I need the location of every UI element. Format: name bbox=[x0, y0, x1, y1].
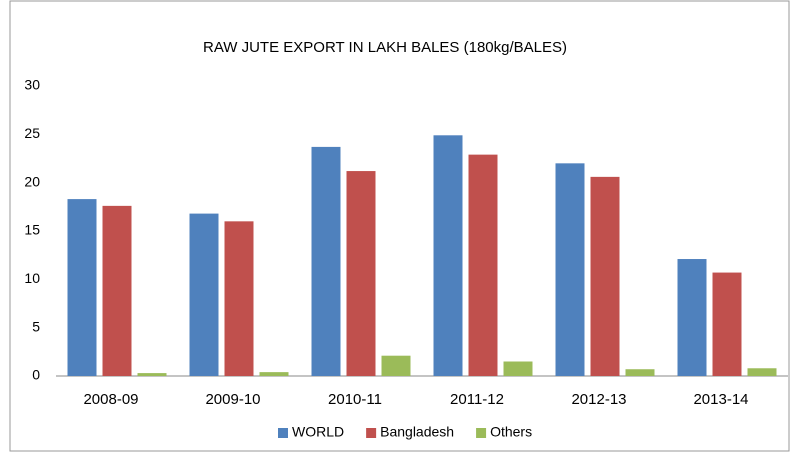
bar bbox=[137, 373, 167, 376]
legend-swatch bbox=[476, 428, 487, 438]
x-tick-label: 2012-13 bbox=[571, 391, 626, 408]
bar bbox=[712, 272, 742, 376]
bar bbox=[590, 176, 620, 376]
legend-label: Bangladesh bbox=[380, 424, 454, 440]
bar bbox=[468, 154, 498, 376]
bar bbox=[67, 199, 97, 376]
legend-swatch bbox=[278, 428, 288, 438]
y-tick-label: 10 bbox=[24, 270, 40, 286]
bar bbox=[433, 135, 463, 376]
bar bbox=[625, 369, 655, 376]
legend-label: WORLD bbox=[292, 424, 344, 440]
y-tick-label: 5 bbox=[32, 318, 40, 334]
bar bbox=[503, 361, 533, 376]
bar bbox=[311, 146, 341, 376]
bar bbox=[102, 205, 132, 376]
legend-swatch bbox=[366, 428, 377, 438]
x-tick-label: 2009-10 bbox=[205, 391, 260, 408]
legend-label: Others bbox=[490, 424, 532, 440]
bar bbox=[346, 171, 376, 376]
x-tick-label: 2010-11 bbox=[328, 391, 382, 408]
x-tick-label: 2008-09 bbox=[83, 391, 138, 408]
x-tick-label: 2011-12 bbox=[450, 391, 504, 408]
bar bbox=[189, 213, 219, 376]
y-tick-label: 20 bbox=[24, 173, 40, 189]
bar bbox=[224, 221, 254, 376]
chart-title: RAW JUTE EXPORT IN LAKH BALES (180kg/BAL… bbox=[203, 39, 567, 56]
y-tick-label: 25 bbox=[24, 125, 40, 141]
bar bbox=[747, 368, 777, 376]
bar bbox=[677, 259, 707, 376]
y-tick-label: 30 bbox=[24, 77, 40, 93]
y-tick-label: 0 bbox=[32, 367, 40, 383]
bar bbox=[259, 372, 289, 376]
x-tick-label: 2013-14 bbox=[693, 391, 748, 408]
y-tick-label: 15 bbox=[24, 222, 40, 238]
bar bbox=[555, 163, 585, 376]
bar bbox=[381, 355, 411, 376]
